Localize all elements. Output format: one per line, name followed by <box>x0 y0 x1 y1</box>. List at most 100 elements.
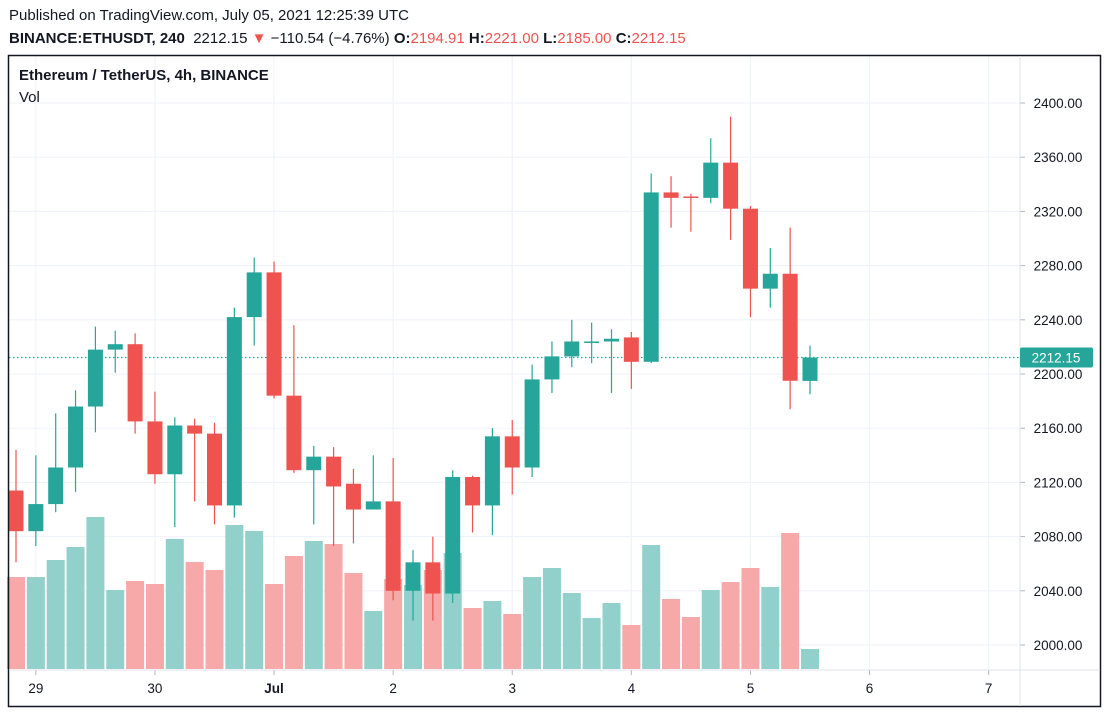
volume-bar <box>483 601 502 669</box>
y-tick-label: 2160.00 <box>1034 421 1083 436</box>
y-tick-label: 2120.00 <box>1034 475 1083 490</box>
volume-bar <box>662 599 681 669</box>
candle-body <box>28 504 44 532</box>
volume-bar <box>225 525 244 669</box>
candle-body <box>544 356 560 380</box>
y-tick-label: 2000.00 <box>1034 638 1083 653</box>
volume-bar <box>46 560 65 669</box>
volume-bar <box>145 584 164 669</box>
y-tick-label: 2240.00 <box>1034 313 1083 328</box>
volume-bar <box>562 593 581 669</box>
candle-body <box>802 357 818 381</box>
volume-bar <box>602 603 621 669</box>
candle-body <box>584 341 600 343</box>
candle-body <box>326 456 342 487</box>
volume-bar <box>681 617 700 669</box>
volume-bar <box>86 517 105 669</box>
volume-bar <box>364 611 383 669</box>
volume-bar <box>7 577 25 669</box>
candle-body <box>723 162 739 209</box>
volume-bar <box>344 573 363 669</box>
down-arrow-icon: ▼ <box>251 30 267 47</box>
volume-bar <box>205 570 224 669</box>
candle-body <box>385 501 401 591</box>
volume-bar <box>26 577 45 669</box>
volume-bar <box>245 531 264 669</box>
y-tick-label: 2080.00 <box>1034 530 1083 545</box>
volume-bar <box>165 539 184 669</box>
volume-legend: Vol <box>19 89 40 106</box>
published-note: Published on TradingView.com, July 05, 2… <box>9 7 409 24</box>
low-label: L: <box>543 30 558 47</box>
x-tick-label: 7 <box>985 681 993 696</box>
candle-body <box>48 467 64 505</box>
candle-body <box>345 483 361 510</box>
x-tick-label: 4 <box>628 681 636 696</box>
close-value: 2212.15 <box>631 30 686 47</box>
y-tick-label: 2320.00 <box>1034 204 1083 219</box>
volume-bar <box>781 533 800 669</box>
open-label: O: <box>393 30 411 47</box>
candle-body <box>623 337 639 362</box>
candle-body <box>365 501 381 510</box>
volume-bar <box>185 562 204 669</box>
candle-body <box>147 421 163 475</box>
close-label: C: <box>615 30 632 47</box>
candle-body <box>564 341 580 357</box>
candle-body <box>306 456 322 471</box>
high-value: 2221.00 <box>484 30 539 47</box>
volume-bar <box>384 579 403 669</box>
high-label: H: <box>468 30 485 47</box>
volume-bar <box>542 568 561 669</box>
candle-body <box>683 196 699 198</box>
low-value: 2185.00 <box>557 30 612 47</box>
candle-body <box>266 272 282 396</box>
x-tick-label: Jul <box>264 681 284 696</box>
candle-body <box>107 344 123 350</box>
candle-body <box>87 349 103 407</box>
y-tick-label: 2360.00 <box>1034 150 1083 165</box>
volume-bar <box>324 544 343 669</box>
volume-bar <box>503 614 522 669</box>
candle-body <box>762 273 778 289</box>
volume-bar <box>284 556 303 669</box>
volume-bar <box>304 541 323 669</box>
candle-body <box>286 395 302 471</box>
candle-body <box>465 476 481 506</box>
candle-body <box>425 562 441 594</box>
volume-bar <box>106 590 125 669</box>
x-tick-label: 2 <box>389 681 397 696</box>
x-tick-label: 30 <box>147 681 162 696</box>
volume-bar <box>622 625 641 669</box>
volume-bar <box>801 649 819 669</box>
volume-bar <box>126 581 145 669</box>
candle-body <box>782 273 798 381</box>
x-tick-label: 29 <box>28 681 43 696</box>
x-tick-label: 5 <box>747 681 755 696</box>
candle-body <box>127 344 143 422</box>
volume-bar <box>721 582 740 669</box>
candle-body <box>742 208 758 289</box>
volume-bar <box>66 547 85 669</box>
y-tick-label: 2280.00 <box>1034 259 1083 274</box>
candle-body <box>663 192 679 198</box>
volume-bar <box>761 587 780 669</box>
price-change: −110.54 (−4.76%) <box>270 30 390 47</box>
candle-body <box>484 436 500 506</box>
last-price-badge <box>1020 347 1093 368</box>
candle-body <box>68 406 84 468</box>
candle-body <box>246 272 262 318</box>
open-value: 2194.91 <box>410 30 465 47</box>
candle-body <box>445 476 461 594</box>
volume-bar <box>404 585 422 669</box>
chart-frame <box>7 54 1102 708</box>
volume-bar <box>582 618 601 669</box>
volume-bar <box>642 545 661 669</box>
y-tick-label: 2040.00 <box>1034 584 1083 599</box>
x-tick-label: 6 <box>866 681 874 696</box>
volume-bar <box>463 608 482 669</box>
chart-legend-title: Ethereum / TetherUS, 4h, BINANCE <box>19 67 269 84</box>
volume-bar <box>701 590 720 669</box>
volume-bar <box>523 577 542 669</box>
